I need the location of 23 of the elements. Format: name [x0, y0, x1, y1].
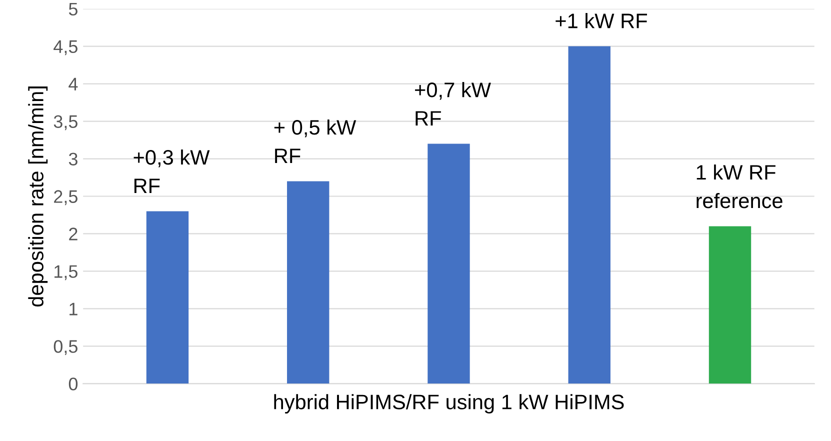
- bar: [708, 226, 752, 384]
- annotation: 1 kW RF reference: [696, 164, 782, 208]
- bar: [146, 211, 189, 384]
- bar: [568, 46, 610, 384]
- y-tick-label: 3: [68, 152, 78, 166]
- y-tick-label: 1: [70, 302, 78, 316]
- y-tick-label: 5: [68, 2, 78, 16]
- annotation: +1 kW RF: [556, 12, 647, 28]
- bar: [287, 181, 330, 384]
- y-tick-label: 0: [68, 378, 78, 390]
- x-axis-title: hybrid HiPIMS/RF using 1 kW HiPIMS: [274, 394, 624, 414]
- y-tick-label: 3,5: [54, 115, 78, 130]
- y-tick-label: 0,5: [54, 340, 78, 356]
- annotation: +0,3 kW RF: [134, 149, 210, 194]
- y-tick-label: 1,5: [54, 265, 78, 280]
- bar: [428, 144, 470, 384]
- y-tick-label: 2,5: [54, 190, 78, 206]
- y-tick-label: 2: [69, 228, 78, 240]
- annotation: + 0,5 kW RF: [274, 119, 356, 164]
- y-axis-title: deposition rate [nm/min]: [28, 86, 48, 307]
- annotation: +0,7 kW RF: [415, 82, 491, 126]
- y-tick-label: 4: [68, 78, 78, 90]
- y-tick-label: 4,5: [54, 40, 78, 56]
